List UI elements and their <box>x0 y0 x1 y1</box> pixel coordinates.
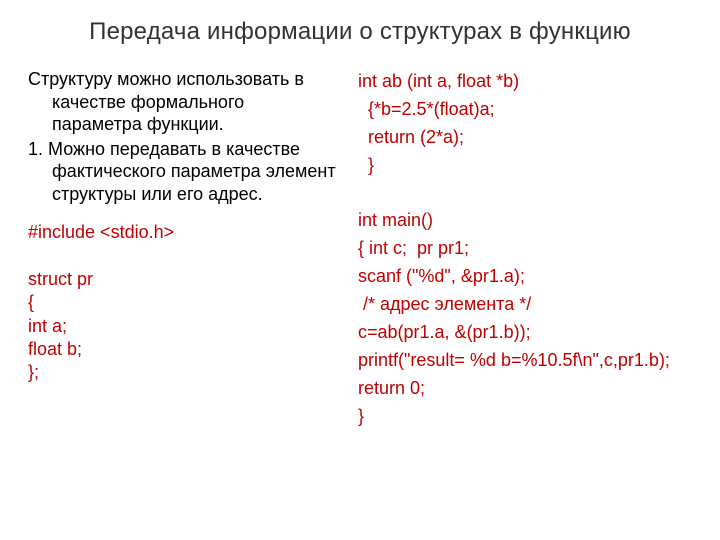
left-column: Структуру можно использовать в качестве … <box>28 68 338 431</box>
list-text: Можно передавать в качестве фактического… <box>43 139 336 204</box>
slide: Передача информации о структурах в функц… <box>0 0 720 540</box>
right-column: int ab (int a, float *b) {*b=2.5*(float)… <box>358 68 692 431</box>
left-code-block: #include <stdio.h> struct pr { int a; fl… <box>28 221 338 385</box>
content-columns: Структуру можно использовать в качестве … <box>28 68 692 431</box>
intro-paragraph: Структуру можно использовать в качестве … <box>28 68 338 136</box>
right-code-block: int ab (int a, float *b) {*b=2.5*(float)… <box>358 68 692 431</box>
numbered-item-1: 1. Можно передавать в качестве фактическ… <box>28 138 338 206</box>
list-number: 1. <box>28 139 43 159</box>
slide-title: Передача информации о структурах в функц… <box>28 18 692 46</box>
